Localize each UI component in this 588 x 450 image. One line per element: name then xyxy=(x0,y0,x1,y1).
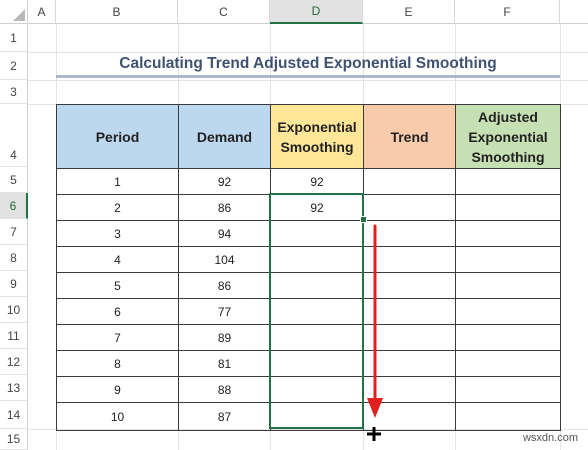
down-arrow-icon xyxy=(367,224,383,418)
cell-smoothing[interactable]: 92 xyxy=(270,194,364,221)
header-demand[interactable]: Demand xyxy=(178,104,271,169)
cell-adjusted[interactable] xyxy=(455,194,561,221)
cell-demand[interactable]: 77 xyxy=(178,298,271,325)
table-header-row: Period Demand Exponential Smoothing Tren… xyxy=(56,104,561,169)
cell-adjusted[interactable] xyxy=(455,350,561,377)
table-row: 1 92 92 xyxy=(56,168,561,195)
row-header-5[interactable]: 5 xyxy=(0,167,28,193)
cell-period[interactable]: 1 xyxy=(56,168,179,195)
cell-demand[interactable]: 89 xyxy=(178,324,271,351)
header-exponential-smoothing[interactable]: Exponential Smoothing xyxy=(270,104,364,169)
cell-smoothing[interactable] xyxy=(270,402,364,431)
row-header-11[interactable]: 11 xyxy=(0,323,28,349)
crosshair-cursor-icon xyxy=(367,427,381,441)
row-header-7[interactable]: 7 xyxy=(0,219,28,245)
cell-trend[interactable] xyxy=(363,168,456,195)
table-row: 2 86 92 xyxy=(56,194,561,221)
cell-smoothing[interactable] xyxy=(270,272,364,299)
cell-smoothing[interactable] xyxy=(270,246,364,273)
row-header-10[interactable]: 10 xyxy=(0,297,28,323)
table-row: 10 87 xyxy=(56,402,561,431)
column-header-g[interactable] xyxy=(560,0,588,24)
row-header-4[interactable]: 4 xyxy=(0,104,28,167)
row-header-1[interactable]: 1 xyxy=(0,24,28,52)
select-all-icon xyxy=(13,9,25,21)
row-header-15[interactable]: 15 xyxy=(0,429,28,450)
cell-smoothing[interactable] xyxy=(270,220,364,247)
cell-demand[interactable]: 88 xyxy=(178,376,271,403)
cell-demand[interactable]: 86 xyxy=(178,194,271,221)
select-all-button[interactable] xyxy=(0,0,28,24)
cell-demand[interactable]: 86 xyxy=(178,272,271,299)
row-header-3[interactable]: 3 xyxy=(0,80,28,104)
table-row: 6 77 xyxy=(56,298,561,325)
cell-smoothing[interactable]: 92 xyxy=(270,168,364,195)
column-header-a[interactable]: A xyxy=(28,0,56,24)
cell-demand[interactable]: 92 xyxy=(178,168,271,195)
table-row: 3 94 xyxy=(56,220,561,247)
gridline xyxy=(560,24,561,450)
column-header-d[interactable]: D xyxy=(270,0,363,24)
row-header-2[interactable]: 2 xyxy=(0,52,28,80)
data-table: Period Demand Exponential Smoothing Tren… xyxy=(56,104,561,431)
cell-adjusted[interactable] xyxy=(455,402,561,431)
cell-demand[interactable]: 94 xyxy=(178,220,271,247)
row-header-14[interactable]: 14 xyxy=(0,401,28,429)
row-header-12[interactable]: 12 xyxy=(0,349,28,375)
cell-adjusted[interactable] xyxy=(455,324,561,351)
table-row: 4 104 xyxy=(56,246,561,273)
cell-trend[interactable] xyxy=(363,220,456,247)
cell-smoothing[interactable] xyxy=(270,324,364,351)
header-adjusted-exponential-smoothing[interactable]: Adjusted Exponential Smoothing xyxy=(455,104,561,169)
cell-demand[interactable]: 81 xyxy=(178,350,271,377)
header-trend[interactable]: Trend xyxy=(363,104,456,169)
row-header-8[interactable]: 8 xyxy=(0,245,28,271)
cell-demand[interactable]: 87 xyxy=(178,402,271,431)
cell-adjusted[interactable] xyxy=(455,220,561,247)
cell-smoothing[interactable] xyxy=(270,376,364,403)
cell-trend[interactable] xyxy=(363,350,456,377)
cell-adjusted[interactable] xyxy=(455,168,561,195)
cell-period[interactable]: 4 xyxy=(56,246,179,273)
sheet-title[interactable]: Calculating Trend Adjusted Exponential S… xyxy=(56,52,560,78)
column-header-b[interactable]: B xyxy=(56,0,178,24)
column-header-e[interactable]: E xyxy=(363,0,455,24)
cell-trend[interactable] xyxy=(363,194,456,221)
table-row: 7 89 xyxy=(56,324,561,351)
table-row: 9 88 xyxy=(56,376,561,403)
gridline xyxy=(28,80,588,81)
row-header-9[interactable]: 9 xyxy=(0,271,28,297)
cell-period[interactable]: 7 xyxy=(56,324,179,351)
cell-period[interactable]: 2 xyxy=(56,194,179,221)
cell-adjusted[interactable] xyxy=(455,376,561,403)
table-row: 5 86 xyxy=(56,272,561,299)
row-header-13[interactable]: 13 xyxy=(0,375,28,401)
cell-trend[interactable] xyxy=(363,246,456,273)
watermark: wsxdn.com xyxy=(522,432,578,444)
column-header-f[interactable]: F xyxy=(455,0,560,24)
cell-smoothing[interactable] xyxy=(270,350,364,377)
table-row: 8 81 xyxy=(56,350,561,377)
header-period[interactable]: Period xyxy=(56,104,179,169)
fill-handle[interactable] xyxy=(360,216,367,223)
column-header-c[interactable]: C xyxy=(178,0,270,24)
cell-demand[interactable]: 104 xyxy=(178,246,271,273)
cell-period[interactable]: 9 xyxy=(56,376,179,403)
row-header-6[interactable]: 6 xyxy=(0,193,28,219)
cell-period[interactable]: 5 xyxy=(56,272,179,299)
cell-period[interactable]: 6 xyxy=(56,298,179,325)
gridline xyxy=(28,52,588,53)
cell-adjusted[interactable] xyxy=(455,246,561,273)
cell-smoothing[interactable] xyxy=(270,298,364,325)
cell-adjusted[interactable] xyxy=(455,272,561,299)
cell-period[interactable]: 3 xyxy=(56,220,179,247)
cell-adjusted[interactable] xyxy=(455,298,561,325)
cell-period[interactable]: 8 xyxy=(56,350,179,377)
cell-period[interactable]: 10 xyxy=(56,402,179,431)
